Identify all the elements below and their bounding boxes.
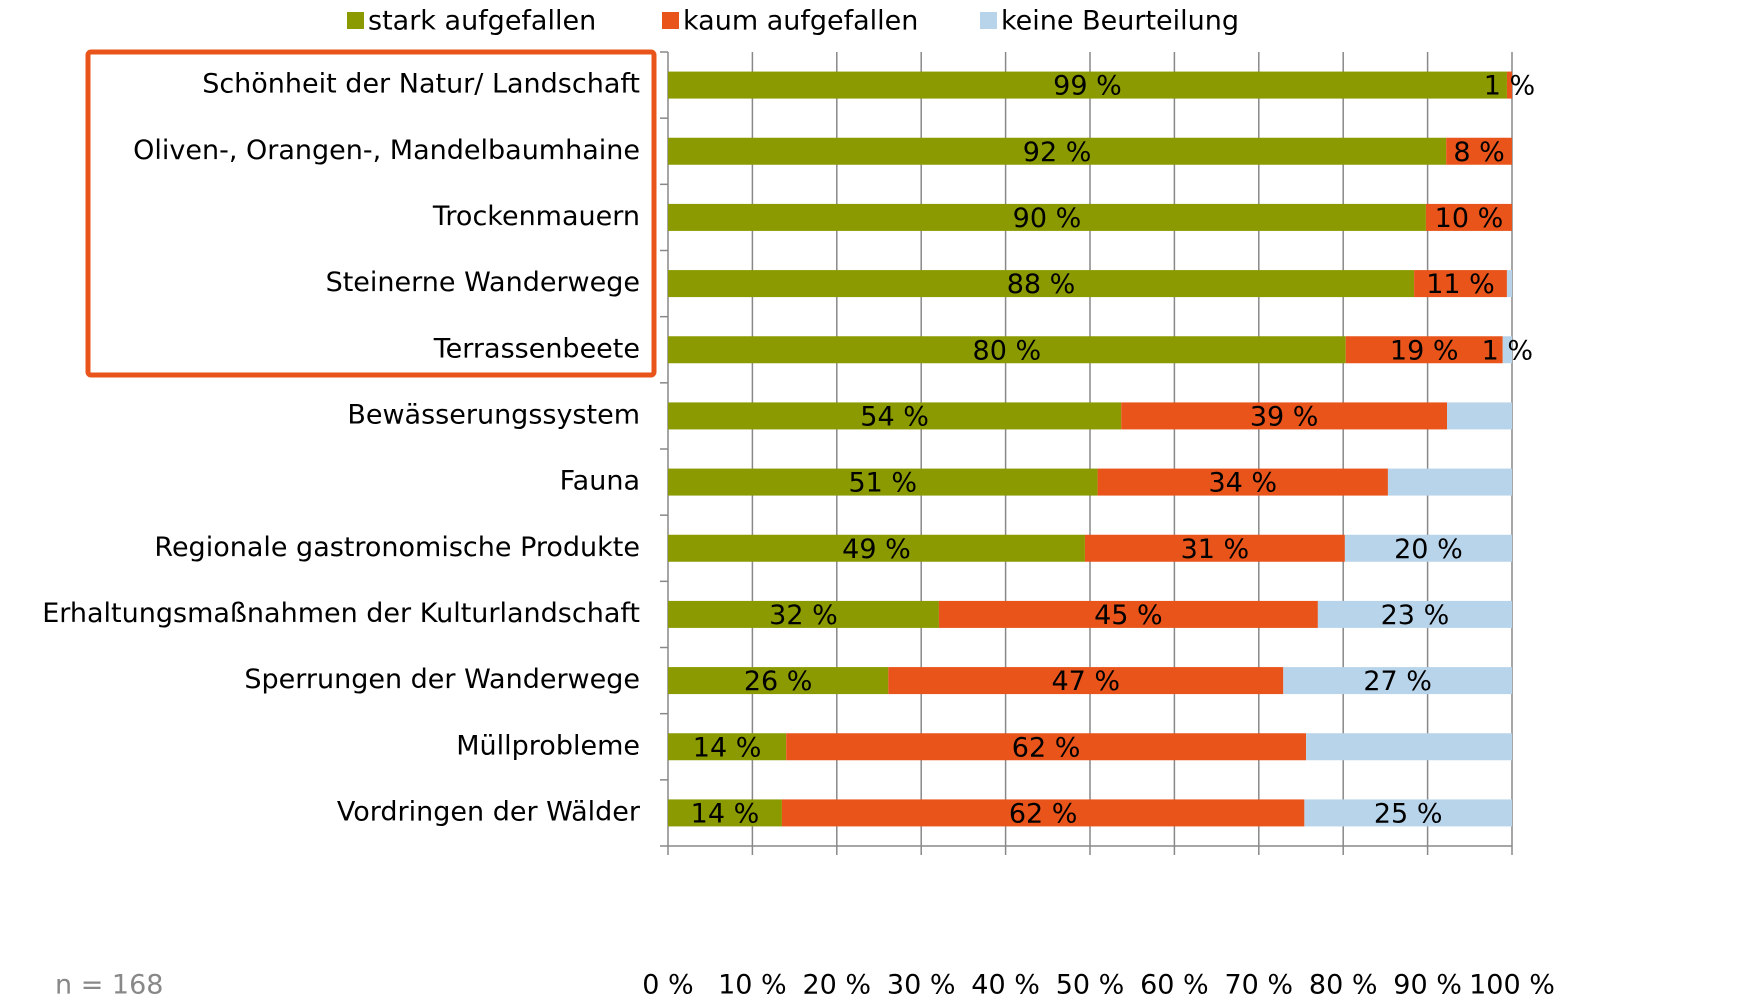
bar-segment [938,600,1318,628]
data-label: 14 % [693,732,762,763]
bar-segment [1304,799,1512,827]
data-label: 31 % [1181,534,1250,565]
data-label: 45 % [1094,600,1163,631]
bar-segment [668,71,1507,99]
data-label: 54 % [860,401,929,432]
bar-segment [1344,534,1512,562]
bar-segment [668,203,1426,231]
bar-segment [1345,336,1503,364]
bar-segment [668,733,787,761]
bar-segment [1283,667,1512,695]
data-label: 39 % [1250,401,1319,432]
data-label: 10 % [1435,203,1504,234]
bar-segment [1502,336,1512,364]
data-label: 25 % [1374,798,1443,829]
legend-swatch [347,12,364,29]
bar-segment [1121,402,1448,430]
y-tick-label: Erhaltungsmaßnahmen der Kulturlandschaft [42,598,640,629]
data-label: 88 % [1007,269,1076,300]
y-tick-label: Schönheit der Natur/ Landschaft [202,69,640,100]
legend-label: stark aufgefallen [368,6,596,37]
x-tick-label: 0 % [642,970,693,1001]
x-tick-label: 100 % [1469,970,1555,1001]
data-label: 47 % [1051,666,1120,697]
legend-swatch [662,12,679,29]
data-label: 19 % [1390,335,1459,366]
y-tick-label: Steinerne Wanderwege [326,267,640,298]
legend-label: keine Beurteilung [1001,6,1239,37]
bar-segment [1506,71,1512,99]
data-label: 99 % [1053,71,1122,102]
x-tick-label: 60 % [1140,970,1209,1001]
legend-swatch [980,12,997,29]
data-label: 49 % [842,534,911,565]
bar-segment [1425,203,1512,231]
bar-segment [1084,534,1345,562]
y-tick-label: Fauna [560,466,640,497]
data-label: 62 % [1012,732,1081,763]
highlight-box [85,49,657,378]
x-tick-label: 50 % [1056,970,1125,1001]
x-tick-label: 90 % [1393,970,1462,1001]
x-tick-label: 10 % [718,970,787,1001]
y-tick-label: Oliven-, Orangen-, Mandelbaumhaine [133,135,640,166]
x-tick-label: 20 % [802,970,871,1001]
data-label: 51 % [848,468,917,499]
y-tick-label: Müllprobleme [456,730,640,761]
bar-segment [668,336,1346,364]
data-label: 11 % [1426,269,1495,300]
x-tick-label: 30 % [887,970,956,1001]
bar-segment [668,534,1085,562]
bar-segment [1387,468,1512,496]
bar-segment [668,402,1122,430]
bar-segment [888,667,1284,695]
y-tick-label: Terrassenbeete [433,333,640,364]
bar-segment [668,799,782,827]
bar-segment [668,600,939,628]
y-tick-label: Sperrungen der Wanderwege [244,664,640,695]
x-tick-label: 80 % [1309,970,1378,1001]
data-label: 26 % [744,666,813,697]
bar-segment [668,270,1415,298]
data-label: 34 % [1208,468,1277,499]
data-label: 1 % [1482,335,1533,366]
bar-segment [668,667,889,695]
y-tick-label: Vordringen der Wälder [337,796,641,827]
y-tick-label: Trockenmauern [432,201,640,232]
bar-segment [668,468,1098,496]
bar-segment [1317,600,1512,628]
data-label: 32 % [769,600,838,631]
note: n = 168 [55,970,163,1001]
x-tick-label: 70 % [1224,970,1293,1001]
bar-segment [1414,270,1507,298]
y-tick-label: Regionale gastronomische Produkte [154,532,640,563]
bar-segment [1097,468,1388,496]
data-label: 1 % [1484,71,1535,102]
data-label: 62 % [1009,798,1078,829]
bar-segment [1506,270,1512,298]
data-label: 20 % [1394,534,1463,565]
data-label: 14 % [691,798,760,829]
legend-label: kaum aufgefallen [683,6,918,37]
bar-segment [1446,137,1512,165]
x-tick-label: 40 % [971,970,1040,1001]
data-label: 8 % [1453,137,1504,168]
bar-segment [786,733,1307,761]
bar-segment [668,137,1447,165]
bar-segment [1306,733,1512,761]
data-label: 80 % [973,335,1042,366]
bar-segment [1447,402,1512,430]
data-label: 27 % [1363,666,1432,697]
bar-segment [781,799,1305,827]
y-tick-label: Bewässerungssystem [347,399,640,430]
data-label: 90 % [1013,203,1082,234]
data-label: 23 % [1381,600,1450,631]
data-label: 92 % [1023,137,1092,168]
